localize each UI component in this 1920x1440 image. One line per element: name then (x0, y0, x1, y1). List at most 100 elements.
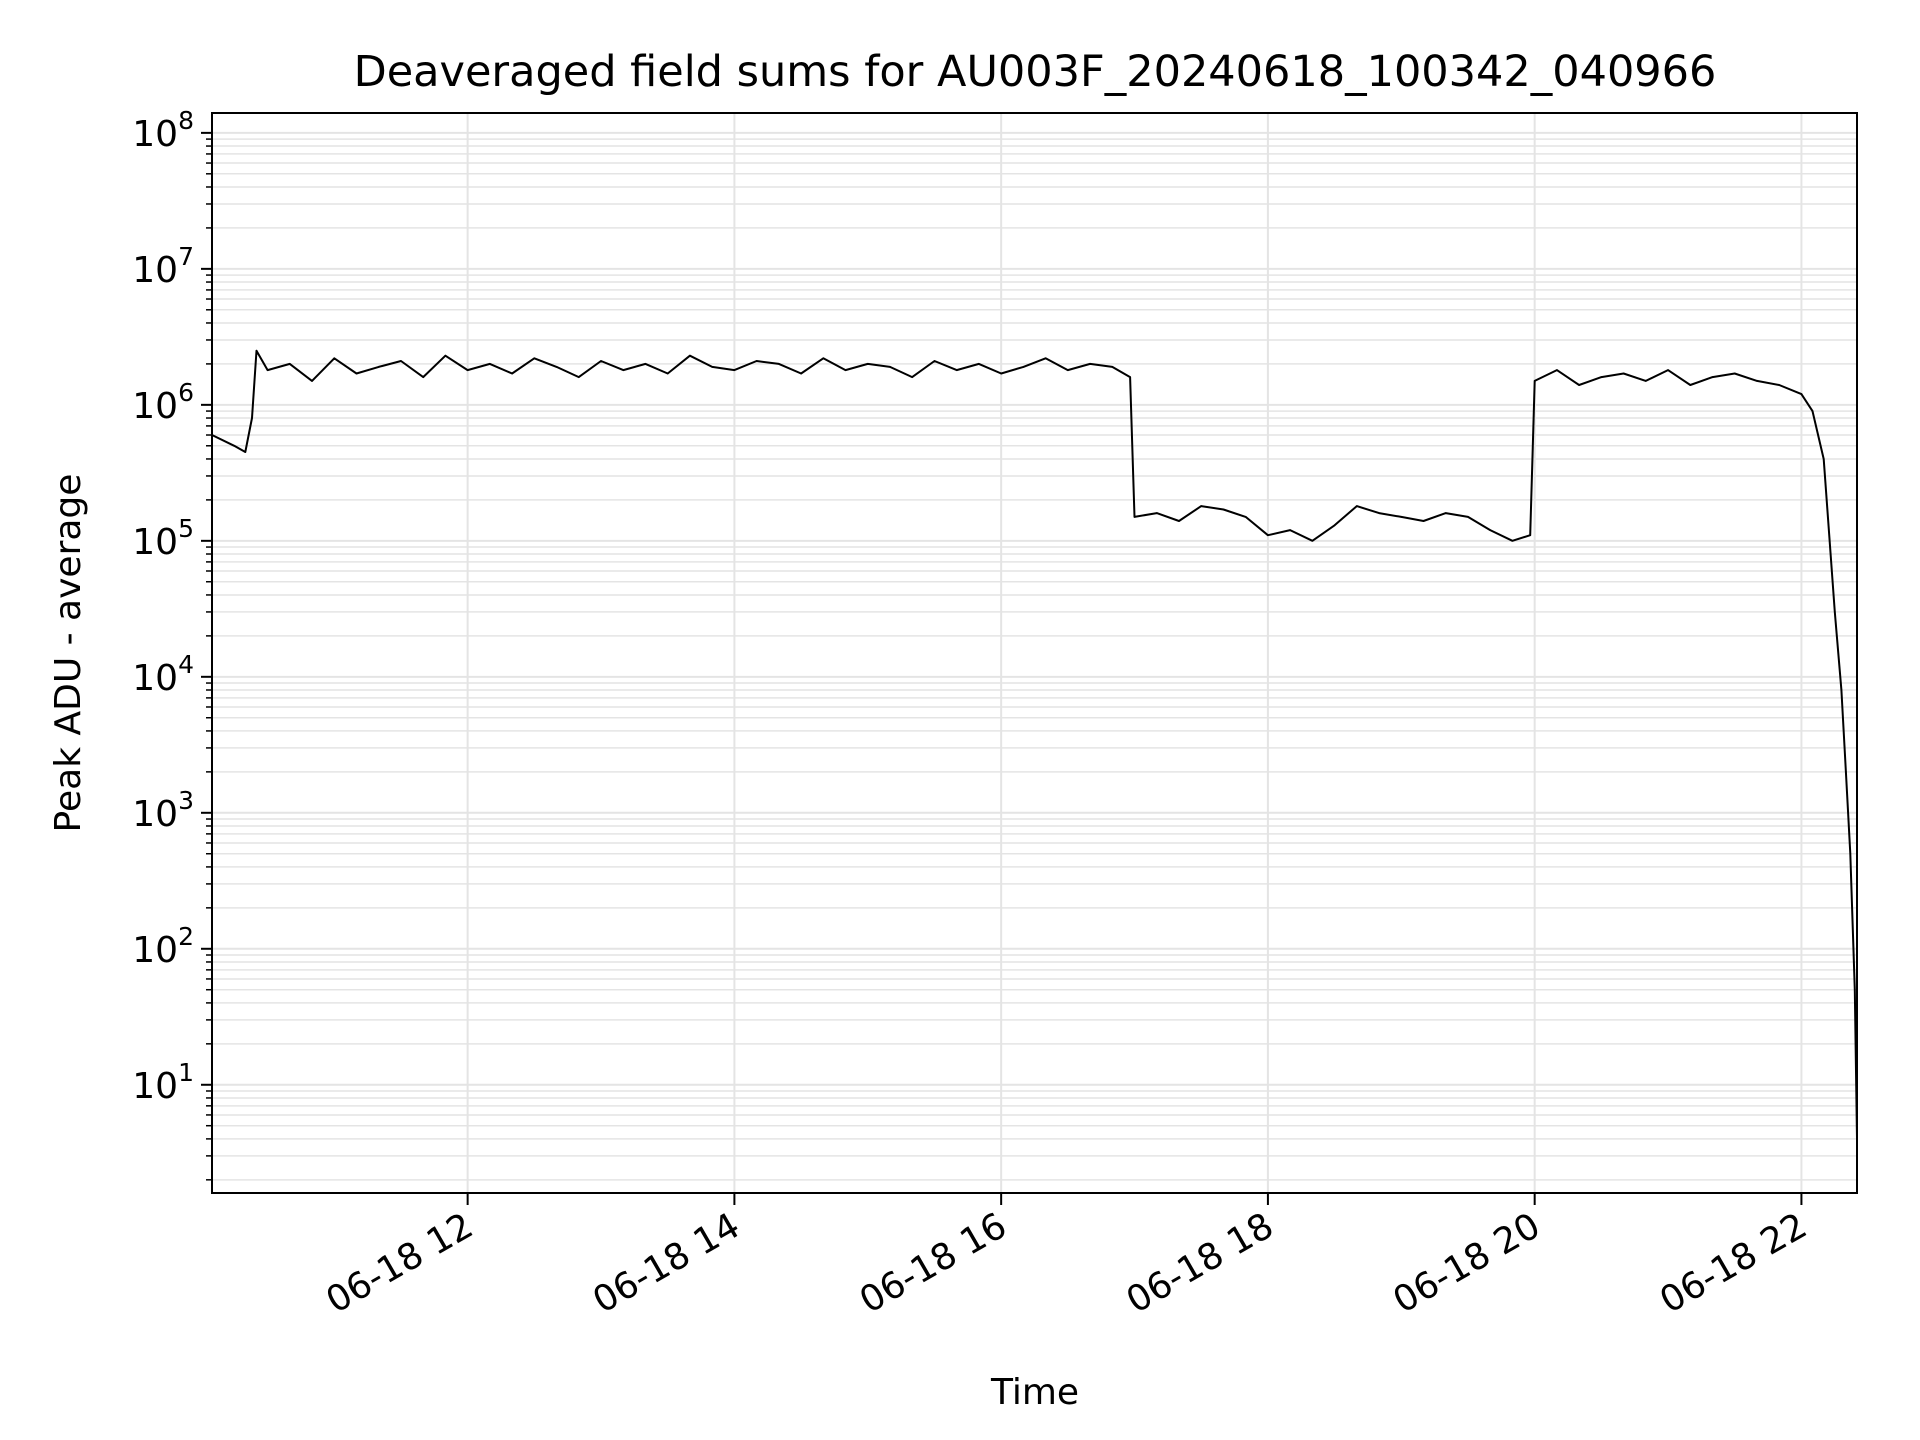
data-point (1133, 516, 1136, 518)
data-point (1854, 988, 1856, 991)
data-point (255, 349, 258, 352)
data-point (1129, 376, 1131, 378)
x-tick-label: 06-18 18 (1120, 1205, 1281, 1321)
data-point (1422, 520, 1425, 522)
x-tick-label: 06-18 22 (1653, 1205, 1814, 1321)
data-point (1800, 393, 1803, 395)
data-point (578, 376, 580, 378)
data-point (933, 360, 936, 362)
data-point (1840, 689, 1843, 691)
data-point (1044, 357, 1047, 360)
y-axis: 101 102 103 104 105 106 107 108 (132, 106, 212, 1181)
data-point (644, 363, 647, 365)
data-point (1000, 372, 1002, 375)
series-layer (211, 349, 1858, 1140)
y-tick-label: 102 (132, 922, 194, 971)
y-tick-label: 106 (132, 378, 194, 427)
data-point (1067, 369, 1069, 371)
data-point (1511, 540, 1514, 542)
chart-grid (212, 113, 1857, 1193)
data-point (1445, 512, 1447, 514)
data-point (1533, 380, 1536, 382)
data-point (1711, 376, 1714, 378)
series-line (211, 349, 1858, 1139)
data-point (1156, 512, 1158, 514)
data-point (1529, 534, 1531, 536)
data-point (377, 366, 380, 368)
data-point (289, 363, 291, 365)
data-point (555, 366, 558, 368)
y-tick-label: 105 (132, 514, 194, 563)
data-point (355, 372, 358, 375)
data-point (1178, 520, 1180, 522)
data-point (422, 376, 425, 378)
data-point (400, 360, 402, 362)
data-point (511, 372, 513, 375)
data-point (822, 357, 825, 360)
data-point (1845, 771, 1847, 773)
data-point (1022, 366, 1025, 368)
data-point (1356, 505, 1358, 507)
data-point (1834, 611, 1836, 613)
data-point (867, 363, 869, 365)
data-point (911, 376, 913, 378)
data-point (778, 363, 780, 365)
data-point (1467, 516, 1469, 518)
data-point (533, 357, 536, 360)
data-point (1222, 508, 1225, 511)
data-point (1689, 384, 1692, 386)
data-point (1200, 505, 1202, 507)
data-point (244, 451, 247, 453)
y-tick-label: 101 (132, 1058, 194, 1107)
data-point (1600, 376, 1603, 378)
y-tick-label: 104 (132, 650, 194, 699)
data-point (1244, 516, 1247, 518)
data-point (1333, 524, 1336, 527)
x-axis-label: Time (990, 1372, 1079, 1413)
data-point (1849, 852, 1852, 855)
data-point (1778, 384, 1780, 386)
y-tick-label: 108 (132, 106, 194, 155)
data-point (1378, 512, 1380, 514)
data-point (666, 372, 669, 375)
data-point (251, 417, 253, 419)
x-tick-label: 06-18 16 (853, 1205, 1014, 1321)
data-point (733, 369, 736, 371)
data-point (889, 366, 891, 368)
data-point (1578, 384, 1580, 386)
data-point (844, 369, 847, 371)
data-point (1645, 380, 1647, 382)
data-point (622, 369, 625, 371)
data-point (466, 369, 469, 371)
data-point (955, 369, 958, 371)
plot-frame (211, 112, 1858, 1194)
data-point (489, 363, 491, 365)
y-tick-label: 103 (132, 786, 194, 835)
data-point (1489, 529, 1491, 531)
data-point (1733, 372, 1736, 375)
y-axis-label: Peak ADU - average (48, 474, 89, 833)
data-point (1622, 372, 1625, 375)
y-tick-label: 107 (132, 242, 194, 291)
data-point (1267, 534, 1269, 536)
chart-title: Deaveraged field sums for AU003F_2024061… (354, 47, 1717, 97)
data-point (600, 360, 602, 362)
data-point (1289, 529, 1291, 531)
data-point (978, 363, 980, 365)
data-point (311, 380, 313, 382)
data-point (1400, 516, 1403, 518)
data-point (444, 354, 447, 357)
data-point (1811, 410, 1814, 412)
data-point (1111, 366, 1114, 368)
data-point (755, 360, 758, 362)
x-axis: 06-18 12 06-18 14 06-18 16 06-18 18 06-18 20… (319, 1193, 1814, 1322)
data-point (333, 357, 336, 360)
data-point (1089, 363, 1091, 365)
x-tick-label: 06-18 12 (319, 1205, 480, 1321)
data-point (800, 372, 802, 375)
data-point (711, 366, 713, 368)
data-point (1556, 369, 1558, 371)
data-point (1667, 369, 1669, 371)
data-point (689, 354, 691, 357)
